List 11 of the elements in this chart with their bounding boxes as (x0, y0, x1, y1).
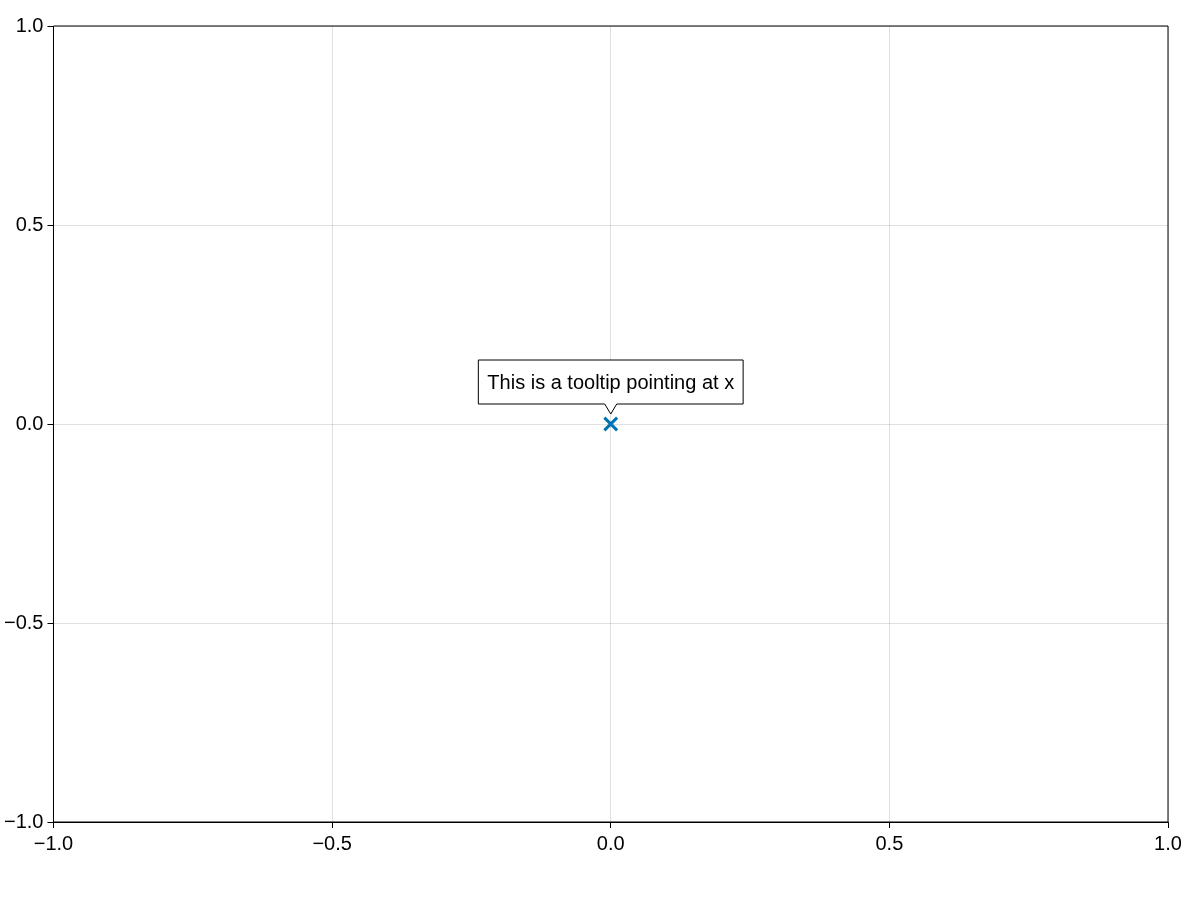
x-tick-label: −1.0 (33, 831, 74, 854)
annotation: This is a tooltip pointing at x (487, 370, 735, 393)
x-tick-label: −0.5 (312, 831, 352, 854)
y-tick-label: 0.0 (15, 411, 44, 434)
y-tick-label: −0.5 (4, 610, 44, 633)
y-tick-label: 0.5 (15, 212, 44, 235)
y-tick-label: −1.0 (4, 809, 44, 832)
y-tick-label: 1.0 (15, 13, 44, 36)
x-tick-label: 0.5 (875, 831, 904, 854)
x-tick-label: 0.0 (596, 831, 625, 854)
x-tick-label: 1.0 (1154, 831, 1182, 854)
